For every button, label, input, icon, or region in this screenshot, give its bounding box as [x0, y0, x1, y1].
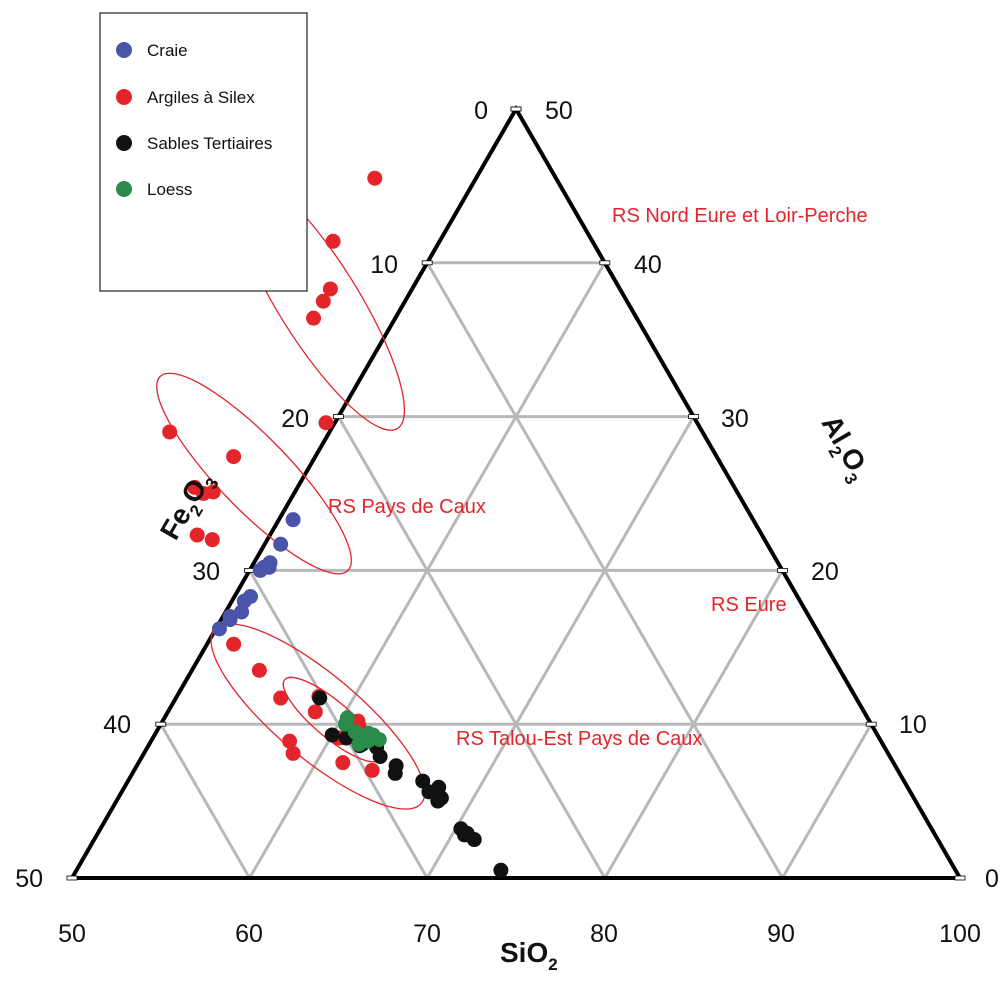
tick-label-sio2-50: 50 [58, 920, 86, 948]
point-craie-8 [234, 604, 250, 620]
grid-line-sio2-80 [603, 569, 784, 879]
legend-label-sables: Sables Tertiaires [147, 134, 272, 153]
point-argiles-silex-15 [273, 690, 289, 706]
tick-label-al2o3-10: 10 [899, 711, 927, 739]
tick-label-sio2-80: 80 [590, 920, 618, 948]
tick-label-al2o3-20: 20 [811, 558, 839, 586]
triangle-outline [68, 105, 964, 880]
point-sables-tertiaires-18 [493, 862, 509, 878]
point-argiles-silex-13 [226, 636, 242, 652]
point-argiles-silex-1 [325, 233, 341, 249]
axis-title-sio2-sub: 2 [548, 955, 557, 974]
point-sables-tertiaires-6 [372, 748, 388, 764]
tick-label-sio2-70: 70 [413, 920, 441, 948]
legend-marker-loess [116, 181, 132, 197]
tick-mark-left-50 [66, 875, 78, 881]
tick-mark-right-40 [599, 260, 611, 266]
point-sables-tertiaires-13 [433, 790, 449, 806]
region-label-nord-eure: RS Nord Eure et Loir-Perche [612, 205, 868, 227]
point-argiles-silex-6 [162, 424, 178, 440]
legend-label-craie: Craie [147, 41, 188, 60]
axis-title-sio2-main: SiO [500, 937, 548, 968]
grid-line-fe2o3-40 [159, 723, 251, 879]
grid-line-fe2o3-20 [337, 415, 607, 879]
legend-marker-argiles [116, 89, 132, 105]
tick-label-fe2o3-0: 0 [474, 97, 488, 125]
point-argiles-silex-11 [189, 527, 205, 543]
tick-mark-left-10 [421, 260, 433, 266]
grid-line-sio2-70 [425, 415, 695, 879]
tick-label-sio2-90: 90 [767, 920, 795, 948]
tick-label-fe2o3-30: 30 [192, 558, 220, 586]
data-points [162, 170, 509, 878]
tick-label-fe2o3-10: 10 [370, 251, 398, 279]
tick-mark-right-10 [865, 721, 877, 727]
legend-label-loess: Loess [147, 180, 192, 199]
axis-title-al2o3-main: Al [816, 410, 857, 450]
tick-label-al2o3-40: 40 [634, 251, 662, 279]
region-ellipse-1 [156, 372, 352, 575]
point-argiles-silex-23 [335, 755, 351, 771]
tick-label-fe2o3-50: 50 [15, 865, 43, 893]
region-label-talou: RS Talou-Est Pays de Caux [456, 728, 702, 750]
legend-box [99, 12, 308, 292]
point-craie-10 [222, 612, 238, 628]
point-argiles-silex-2 [322, 281, 338, 297]
region-label-pays-de-caux: RS Pays de Caux [328, 496, 486, 518]
tick-mark-left-40 [155, 721, 167, 727]
point-argiles-silex-4 [306, 310, 322, 326]
tick-label-al2o3-30: 30 [721, 405, 749, 433]
triangle-frame [66, 105, 966, 881]
point-argiles-silex-10 [195, 486, 211, 501]
point-argiles-silex-25 [364, 762, 380, 778]
tick-label-sio2-100: 100 [939, 920, 981, 948]
tick-label-al2o3-50: 50 [545, 97, 573, 125]
tick-label-sio2-60: 60 [235, 920, 263, 948]
point-argiles-silex-12 [204, 532, 220, 548]
legend-marker-sables [116, 135, 132, 151]
tick-label-fe2o3-40: 40 [103, 711, 131, 739]
point-argiles-silex-3 [315, 293, 331, 309]
point-craie-1 [273, 536, 289, 552]
tick-mark-right-0 [954, 875, 966, 881]
tick-mark-right-30 [688, 414, 699, 420]
point-loess-8 [351, 736, 367, 752]
point-loess-1 [339, 710, 355, 726]
tick-label-al2o3-0: 0 [985, 865, 999, 893]
point-argiles-silex-0 [367, 170, 383, 186]
point-argiles-silex-18 [282, 733, 298, 749]
svg-text:Al2O3: Al2O3 [810, 410, 876, 488]
tick-mark-right-50 [510, 106, 522, 112]
point-argiles-silex-5 [318, 415, 334, 431]
point-craie-11 [211, 621, 227, 637]
legend-marker-craie [116, 42, 132, 58]
legend-label-argiles: Argiles à Silex [147, 88, 255, 107]
grid-lines [159, 261, 873, 879]
tick-mark-left-20 [332, 414, 344, 420]
point-sables-tertiaires-17 [466, 832, 482, 848]
point-argiles-silex-17 [307, 704, 323, 720]
point-sables-tertiaires-1 [324, 727, 340, 743]
tick-mark-right-20 [777, 568, 788, 573]
point-craie-5 [256, 559, 272, 575]
tick-label-fe2o3-20: 20 [281, 405, 309, 433]
region-label-eure: RS Eure [711, 594, 787, 616]
point-argiles-silex-7 [226, 449, 242, 465]
point-craie-0 [285, 512, 301, 528]
point-loess-7 [371, 732, 387, 748]
axis-title-sio2: SiO2 [500, 937, 558, 974]
axis-title-al2o3: Al2O3 [810, 410, 876, 488]
point-argiles-silex-14 [251, 662, 267, 678]
point-sables-tertiaires-0 [312, 690, 328, 706]
point-argiles-silex-19 [285, 745, 301, 761]
point-sables-tertiaires-8 [387, 765, 403, 781]
grid-line-sio2-90 [781, 723, 873, 879]
legend: Craie Argiles à Silex Sables Tertiaires … [99, 12, 308, 292]
